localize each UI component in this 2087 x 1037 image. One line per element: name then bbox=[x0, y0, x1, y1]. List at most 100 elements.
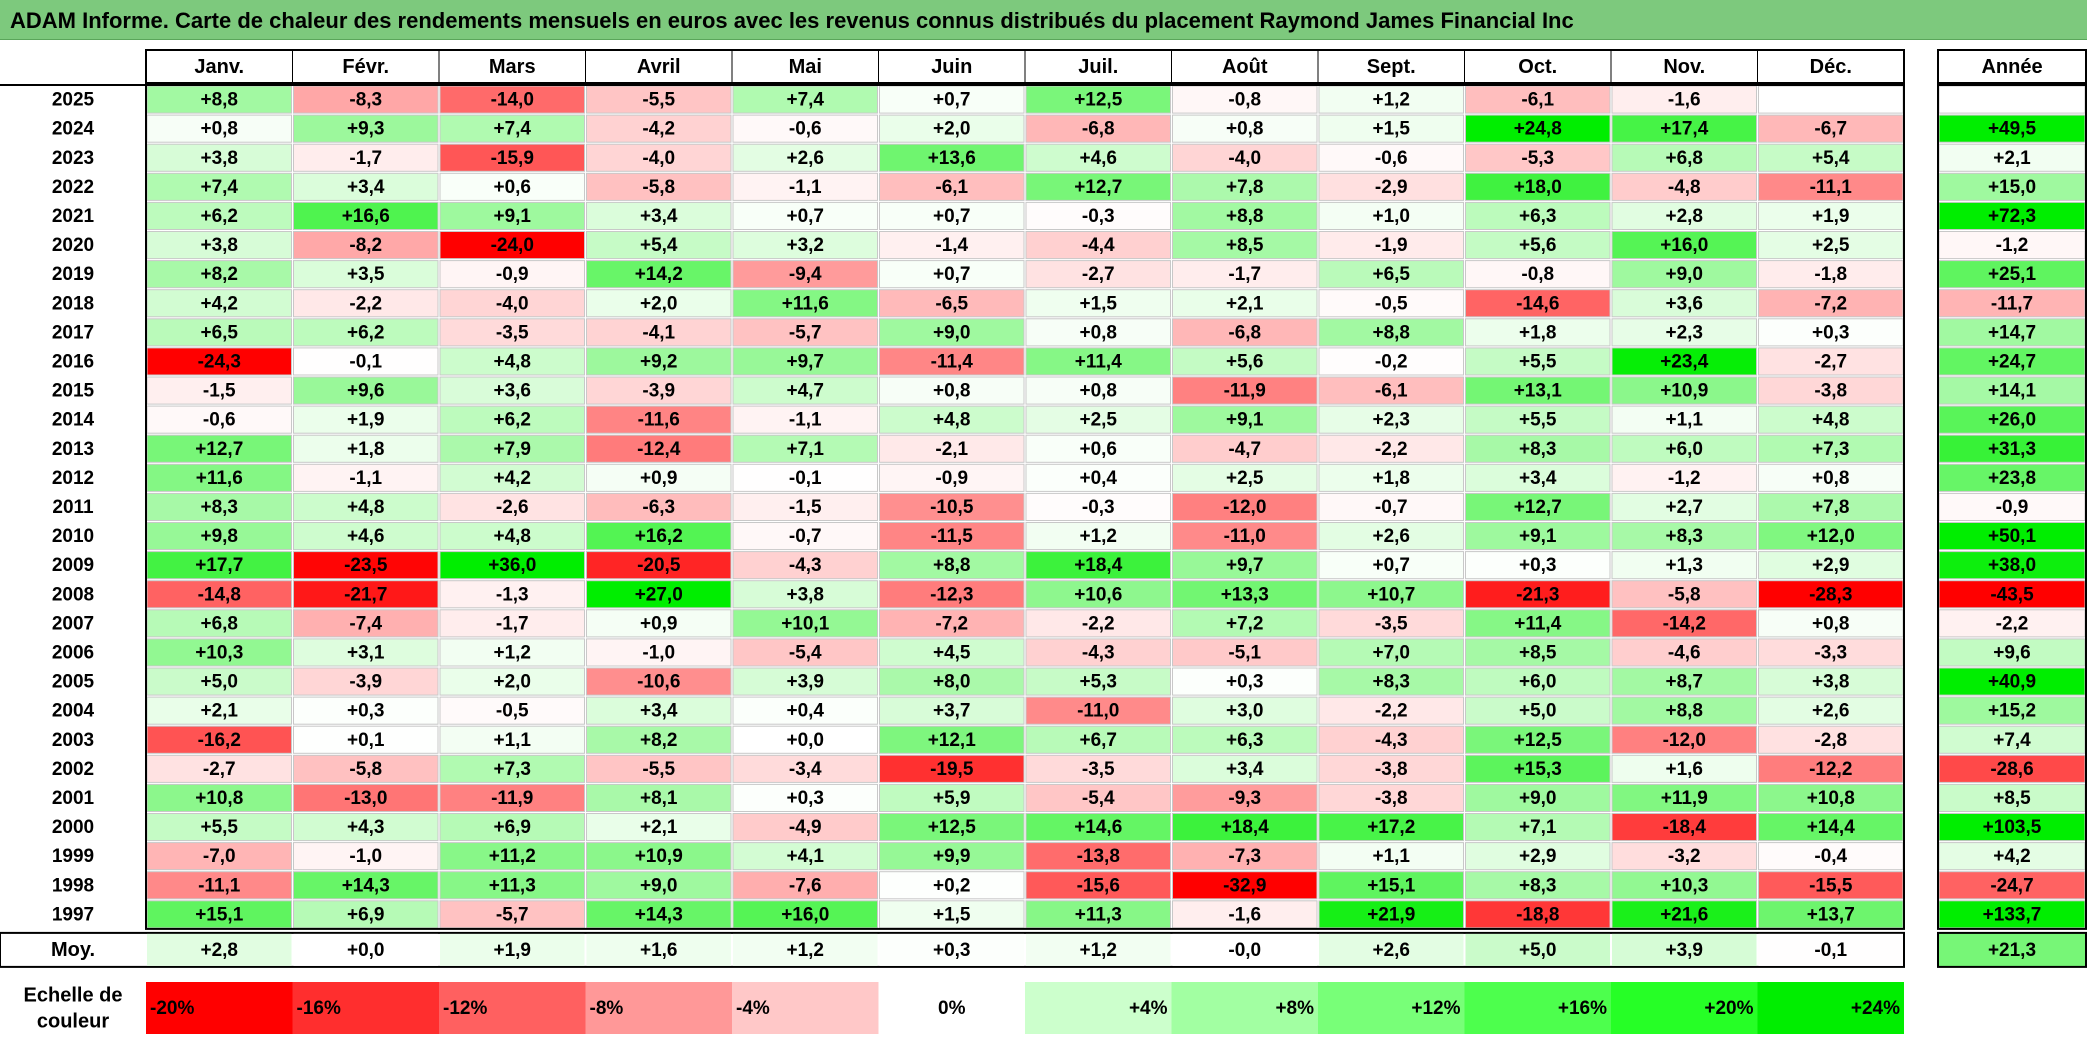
cell-value: +8,8 bbox=[200, 90, 238, 111]
cell-value: -2,2 bbox=[1375, 701, 1408, 722]
cell-value: +7,8 bbox=[1226, 177, 1264, 198]
heatmap-cell bbox=[879, 638, 1025, 667]
average-cell bbox=[1612, 933, 1757, 966]
annual-value: -43,5 bbox=[1990, 584, 2034, 605]
heatmap-cell bbox=[879, 492, 1025, 521]
heatmap-cell bbox=[1172, 754, 1318, 783]
heatmap-cell bbox=[879, 842, 1025, 871]
heatmap-cell bbox=[293, 667, 439, 696]
cell-value: -0,7 bbox=[1375, 497, 1408, 518]
scale-label-line1: Echelle de bbox=[24, 984, 123, 1006]
cell-value: +7,0 bbox=[1372, 642, 1410, 663]
cell-value: -3,2 bbox=[1668, 846, 1701, 867]
cell-value: +0,8 bbox=[1079, 381, 1117, 402]
cell-value: -7,2 bbox=[935, 613, 968, 634]
average-value: +0,0 bbox=[347, 940, 385, 961]
cell-value: +5,9 bbox=[933, 788, 971, 809]
heatmap-cell bbox=[439, 405, 585, 434]
heatmap-cell bbox=[1318, 463, 1464, 492]
cell-value: +0,3 bbox=[1519, 555, 1557, 576]
heatmap-cell bbox=[879, 85, 1025, 114]
year-label: 2008 bbox=[52, 584, 94, 605]
heatmap-cell bbox=[1318, 522, 1464, 551]
cell-value: +4,8 bbox=[347, 497, 385, 518]
heatmap-cell bbox=[146, 114, 292, 143]
cell-value: -7,2 bbox=[1814, 293, 1847, 314]
annual-value: +25,1 bbox=[1988, 264, 2037, 285]
cell-value: +11,3 bbox=[1075, 904, 1122, 925]
heatmap-cell bbox=[1465, 725, 1611, 754]
cell-value: +10,6 bbox=[1074, 584, 1122, 605]
cell-value: +9,1 bbox=[493, 206, 531, 227]
heatmap-cell bbox=[146, 289, 292, 318]
heatmap-cell bbox=[732, 405, 878, 434]
cell-value: -6,1 bbox=[935, 177, 968, 198]
cell-value: -32,9 bbox=[1223, 875, 1266, 896]
cell-value: -5,4 bbox=[789, 642, 822, 663]
cell-value: +3,4 bbox=[640, 701, 678, 722]
scale-swatch bbox=[1464, 982, 1611, 1034]
cell-value: +15,1 bbox=[195, 904, 244, 925]
cell-value: +8,8 bbox=[1665, 701, 1703, 722]
heatmap-cell bbox=[293, 783, 439, 813]
cell-value: +0,8 bbox=[1812, 613, 1850, 634]
heatmap-cell bbox=[1318, 231, 1464, 260]
cell-value: +17,4 bbox=[1660, 119, 1709, 140]
average-cell bbox=[147, 933, 292, 966]
heatmap-cell bbox=[1758, 492, 1904, 521]
scale-value: +24% bbox=[1851, 998, 1900, 1019]
heatmap-cell bbox=[439, 900, 585, 929]
cell-value: +1,1 bbox=[1665, 410, 1703, 431]
heatmap-cell bbox=[879, 231, 1025, 260]
cell-value: -20,5 bbox=[637, 555, 681, 576]
cell-value: +9,8 bbox=[200, 526, 238, 547]
cell-value: +13,1 bbox=[1514, 381, 1563, 402]
year-label: 2002 bbox=[52, 759, 94, 780]
heatmap-cell bbox=[1025, 463, 1171, 492]
heatmap-cell bbox=[1025, 260, 1171, 289]
heatmap-cell bbox=[879, 871, 1025, 900]
heatmap-cell bbox=[146, 492, 292, 521]
cell-value: +10,9 bbox=[1660, 381, 1708, 402]
heatmap-cell bbox=[1025, 667, 1171, 696]
average-value: -0,1 bbox=[1814, 940, 1847, 961]
heatmap-cell bbox=[879, 725, 1025, 754]
heatmap-cell bbox=[586, 580, 732, 609]
cell-value: -11,0 bbox=[1224, 526, 1266, 547]
cell-value: -1,8 bbox=[1814, 264, 1847, 285]
cell-value: +9,0 bbox=[1519, 788, 1557, 809]
chart-title: ADAM Informe. Carte de chaleur des rende… bbox=[10, 8, 1574, 33]
cell-value: -5,5 bbox=[642, 90, 675, 111]
heatmap-cell bbox=[732, 783, 878, 813]
cell-value: +4,6 bbox=[1079, 148, 1117, 169]
heatmap-cell bbox=[293, 85, 439, 114]
heatmap-cell bbox=[1758, 260, 1904, 289]
heatmap-cell bbox=[879, 143, 1025, 172]
cell-value: -2,1 bbox=[935, 439, 968, 460]
heatmap-cell bbox=[1758, 900, 1904, 929]
cell-value: -3,4 bbox=[789, 759, 822, 780]
cell-value: +0,7 bbox=[933, 90, 971, 111]
heatmap-cell bbox=[293, 842, 439, 871]
annual-value: +15,0 bbox=[1988, 177, 2036, 198]
heatmap-cell bbox=[586, 492, 732, 521]
cell-value: -3,5 bbox=[1082, 759, 1115, 780]
cell-value: -4,9 bbox=[789, 817, 822, 838]
heatmap-cell bbox=[293, 871, 439, 900]
heatmap-cell bbox=[439, 783, 585, 813]
heatmap-cell bbox=[439, 871, 585, 900]
heatmap-cell bbox=[586, 201, 732, 230]
heatmap-cell bbox=[879, 667, 1025, 696]
scale-swatch bbox=[146, 982, 293, 1034]
heatmap-cell bbox=[1465, 667, 1611, 696]
cell-value: -2,7 bbox=[203, 759, 236, 780]
heatmap-cell bbox=[1025, 114, 1171, 143]
heatmap-cell bbox=[732, 347, 878, 376]
cell-value: +1,9 bbox=[1812, 206, 1850, 227]
cell-value: -12,3 bbox=[930, 584, 973, 605]
heatmap-cell bbox=[1025, 201, 1171, 230]
cell-value: +6,2 bbox=[347, 322, 385, 343]
heatmap-cell bbox=[1465, 318, 1611, 347]
heatmap-cell bbox=[879, 900, 1025, 929]
heatmap-cell bbox=[293, 318, 439, 347]
